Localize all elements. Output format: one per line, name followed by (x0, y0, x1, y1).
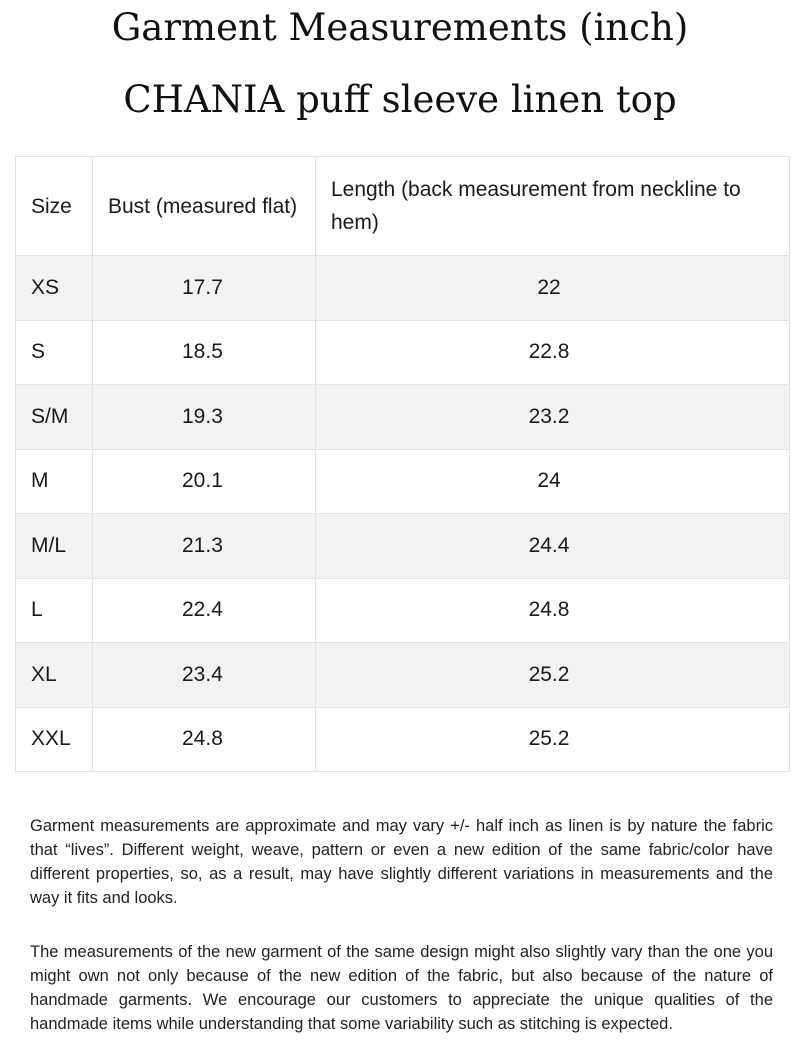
length-cell: 23.2 (315, 384, 790, 450)
table-row: M/L 21.3 24.4 (15, 513, 790, 579)
product-name: CHANIA puff sleeve linen top (123, 78, 677, 121)
table-row: XL 23.4 25.2 (15, 642, 790, 708)
table-header-row: Size Bust (measured flat) Length (back m… (15, 156, 790, 256)
page-title: Garment Measurements (inch) (111, 6, 689, 49)
length-cell: 22.8 (315, 319, 790, 385)
bust-cell: 21.3 (92, 513, 316, 579)
length-cell: 25.2 (315, 706, 790, 772)
bust-cell: 20.1 (92, 448, 316, 514)
size-cell: XS (15, 255, 93, 321)
bust-cell: 23.4 (92, 642, 316, 708)
bust-cell: 18.5 (92, 319, 316, 385)
length-cell: 25.2 (315, 642, 790, 708)
column-header-length: Length (back measurement from neckline t… (315, 156, 790, 256)
size-cell: L (15, 577, 93, 643)
handmade-disclaimer: The measurements of the new garment of t… (30, 943, 773, 1033)
size-cell: XXL (15, 706, 93, 772)
column-header-size: Size (15, 156, 93, 256)
length-cell: 24.4 (315, 513, 790, 579)
table-row: XXL 24.8 25.2 (15, 706, 790, 772)
bust-cell: 24.8 (92, 706, 316, 772)
length-cell: 22 (315, 255, 790, 321)
size-cell: XL (15, 642, 93, 708)
size-cell: S (15, 319, 93, 385)
measurement-disclaimer: Garment measurements are approximate and… (30, 817, 773, 907)
bust-cell: 19.3 (92, 384, 316, 450)
table-row: S/M 19.3 23.2 (15, 384, 790, 450)
length-cell: 24.8 (315, 577, 790, 643)
bust-cell: 17.7 (92, 255, 316, 321)
bust-cell: 22.4 (92, 577, 316, 643)
size-cell: S/M (15, 384, 93, 450)
size-chart-table: Size Bust (measured flat) Length (back m… (15, 156, 790, 772)
table-row: M 20.1 24 (15, 448, 790, 514)
length-cell: 24 (315, 448, 790, 514)
size-cell: M/L (15, 513, 93, 579)
column-header-bust: Bust (measured flat) (92, 156, 316, 256)
table-row: S 18.5 22.8 (15, 319, 790, 385)
size-cell: M (15, 448, 93, 514)
table-row: L 22.4 24.8 (15, 577, 790, 643)
table-row: XS 17.7 22 (15, 255, 790, 321)
